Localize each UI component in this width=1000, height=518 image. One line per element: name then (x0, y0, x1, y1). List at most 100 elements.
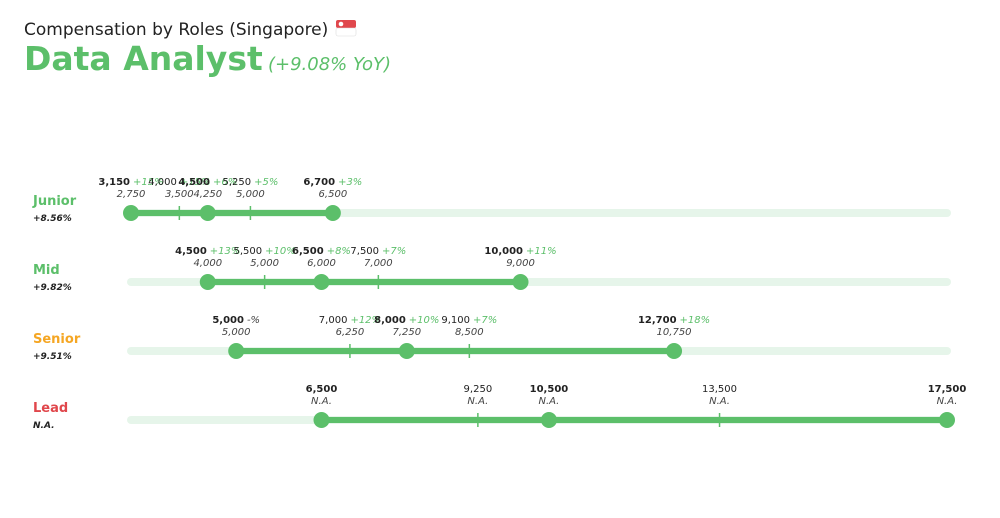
percentile-dot (324, 205, 341, 221)
change-text: +10% (265, 246, 296, 257)
percentile-dot (123, 205, 139, 221)
percentile-dot (939, 412, 955, 428)
value-text: 12,700 (638, 315, 677, 326)
value-text: 4,500 (178, 177, 210, 188)
previous-label: 7,250 (392, 327, 421, 338)
previous-label: 4,000 (193, 258, 222, 269)
value-text: 17,500 (928, 384, 967, 395)
change-text: +12% (350, 315, 381, 326)
percentile-dot (313, 274, 330, 290)
value-text: 5,500 (234, 246, 263, 257)
previous-label: N.A. (311, 396, 332, 407)
previous-label: 5,000 (222, 327, 251, 338)
value-text: 9,250 (464, 384, 493, 395)
value-label: 4,500 +6% (178, 177, 237, 188)
change-text: +11% (526, 246, 557, 257)
percentile-dot (666, 343, 683, 359)
value-label: 5,250 +5% (222, 177, 278, 188)
role-yoy: +9.51% (33, 352, 72, 362)
title-note: (+9.08% YoY) (268, 54, 391, 75)
percentile-dot (512, 274, 529, 290)
value-text: 5,000 (212, 315, 244, 326)
change-text: +6% (213, 177, 237, 188)
percentile-dot (199, 205, 216, 221)
previous-label: 6,250 (336, 327, 365, 338)
value-label: 17,500 (928, 384, 967, 395)
value-text: 10,500 (530, 384, 569, 395)
change-text: +13% (210, 246, 241, 257)
previous-label: 3,500 (165, 189, 194, 200)
value-label: 10,000 +11% (484, 246, 556, 257)
previous-label: 6,000 (307, 258, 336, 269)
percentile-dot (540, 412, 557, 428)
value-label: 5,000 -% (212, 315, 260, 326)
value-text: 13,500 (702, 384, 737, 395)
value-label: 9,100 +7% (441, 315, 497, 326)
value-text: 4,000 (148, 177, 177, 188)
subtitle: Compensation by Roles (Singapore) (24, 20, 328, 40)
previous-label: N.A. (709, 396, 730, 407)
change-text: +10% (409, 315, 440, 326)
previous-label: 7,000 (364, 258, 393, 269)
chart-title: Data Analyst (24, 39, 263, 78)
percentile-dot (398, 343, 415, 359)
percentile-dot (228, 343, 245, 359)
change-text: +15% (133, 177, 164, 188)
change-text: +3% (338, 177, 362, 188)
previous-label: 2,750 (117, 189, 146, 200)
value-label: 7,000 +12% (319, 315, 381, 326)
value-text: 7,500 (350, 246, 379, 257)
role-name: Junior (32, 194, 77, 209)
value-label: 9,250 (464, 384, 493, 395)
value-label: 8,000 +10% (374, 315, 439, 326)
value-text: 6,700 (303, 177, 335, 188)
previous-label: 10,750 (657, 327, 692, 338)
value-label: 6,700 +3% (303, 177, 362, 188)
change-text: +18% (680, 315, 711, 326)
previous-label: N.A. (467, 396, 488, 407)
value-label: 3,150 +15% (98, 177, 163, 188)
value-label: 4,500 +13% (175, 246, 240, 257)
value-text: 8,000 (374, 315, 406, 326)
value-text: 3,150 (98, 177, 130, 188)
value-label: 5,500 +10% (234, 246, 296, 257)
previous-label: 5,000 (236, 189, 265, 200)
role-yoy: +8.56% (33, 214, 72, 224)
previous-label: 6,500 (319, 189, 348, 200)
value-label: 6,500 +8% (292, 246, 351, 257)
role-name: Mid (33, 263, 60, 278)
value-text: 9,100 (441, 315, 470, 326)
value-text: 4,500 (175, 246, 207, 257)
value-label: 10,500 (530, 384, 569, 395)
value-text: 6,500 (292, 246, 324, 257)
role-name: Lead (33, 401, 68, 416)
percentile-dot (199, 274, 216, 290)
change-text: +7% (382, 246, 406, 257)
change-text: +7% (473, 315, 497, 326)
percentile-dot (313, 412, 330, 428)
change-text: -% (247, 315, 260, 326)
value-label: 13,500 (702, 384, 737, 395)
role-yoy: +9.82% (33, 283, 72, 293)
change-text: +5% (254, 177, 278, 188)
value-label: 6,500 (306, 384, 338, 395)
previous-label: 4,250 (193, 189, 222, 200)
value-text: 10,000 (484, 246, 523, 257)
value-text: 5,250 (222, 177, 251, 188)
change-text: +15% (180, 177, 211, 188)
previous-label: 9,000 (506, 258, 535, 269)
value-text: 7,000 (319, 315, 348, 326)
previous-label: N.A. (539, 396, 560, 407)
value-text: 6,500 (306, 384, 338, 395)
value-label: 7,500 +7% (350, 246, 406, 257)
flag-icon (335, 20, 357, 37)
previous-label: 8,500 (455, 327, 484, 338)
role-name: Senior (33, 332, 81, 347)
value-label: 12,700 +18% (638, 315, 710, 326)
value-label: 4,000 +15% (148, 177, 210, 188)
role-yoy: N.A. (33, 421, 55, 431)
previous-label: N.A. (937, 396, 958, 407)
change-text: +8% (327, 246, 351, 257)
previous-label: 5,000 (250, 258, 279, 269)
